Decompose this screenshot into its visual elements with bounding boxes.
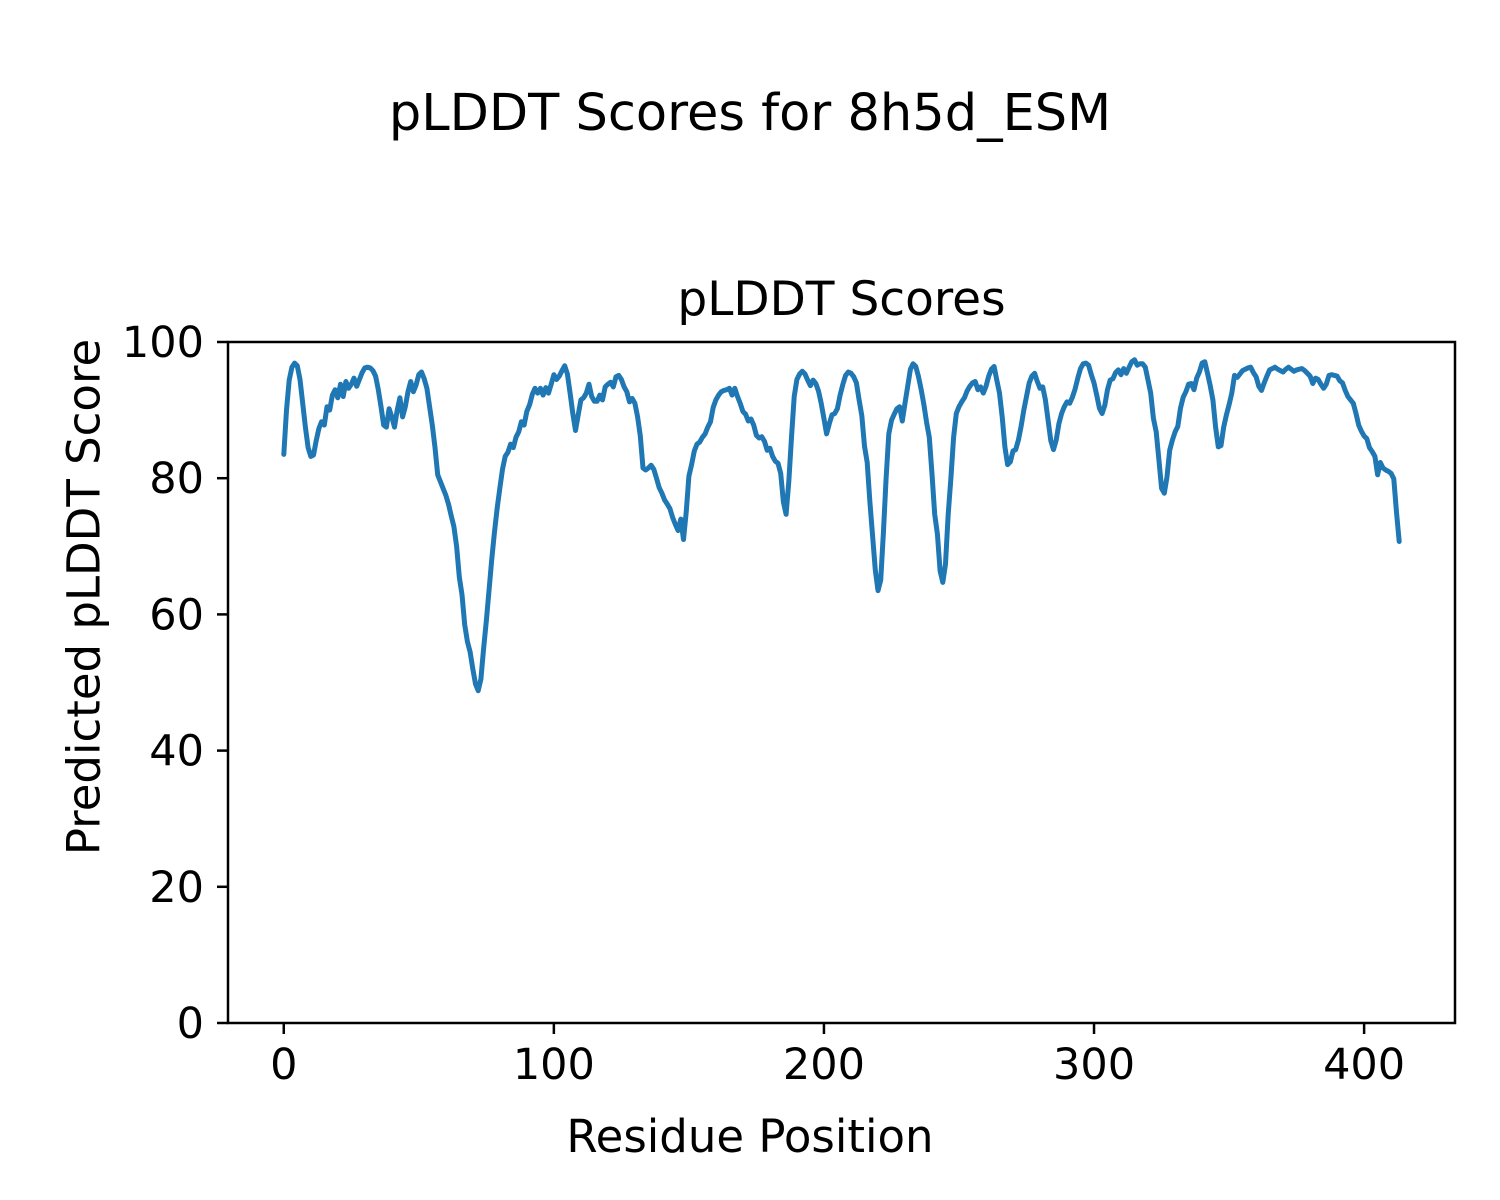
x-tick-label: 200 xyxy=(783,1040,865,1090)
y-tick-label: 40 xyxy=(149,727,204,777)
plddt-line xyxy=(281,357,1402,694)
x-axis-ticks: 0 100 200 300 400 xyxy=(270,1023,1405,1090)
axes-spines xyxy=(226,340,1457,1025)
x-tick-label: 100 xyxy=(513,1040,595,1090)
x-axis-label: Residue Position xyxy=(566,1110,934,1163)
x-tick-label: 300 xyxy=(1053,1040,1135,1090)
y-tick-label: 0 xyxy=(177,999,204,1049)
y-tick-label: 20 xyxy=(149,863,204,913)
y-tick-label: 100 xyxy=(122,318,204,368)
y-axis-ticks: 0 20 40 60 80 100 xyxy=(122,318,228,1049)
x-tick-label: 400 xyxy=(1323,1040,1405,1090)
x-tick-label: 0 xyxy=(270,1040,297,1090)
axes-title: pLDDT Scores xyxy=(677,272,1006,327)
figure-title: pLDDT Scores for 8h5d_ESM xyxy=(388,84,1112,143)
y-tick-label: 80 xyxy=(149,454,204,504)
y-tick-label: 60 xyxy=(149,590,204,640)
